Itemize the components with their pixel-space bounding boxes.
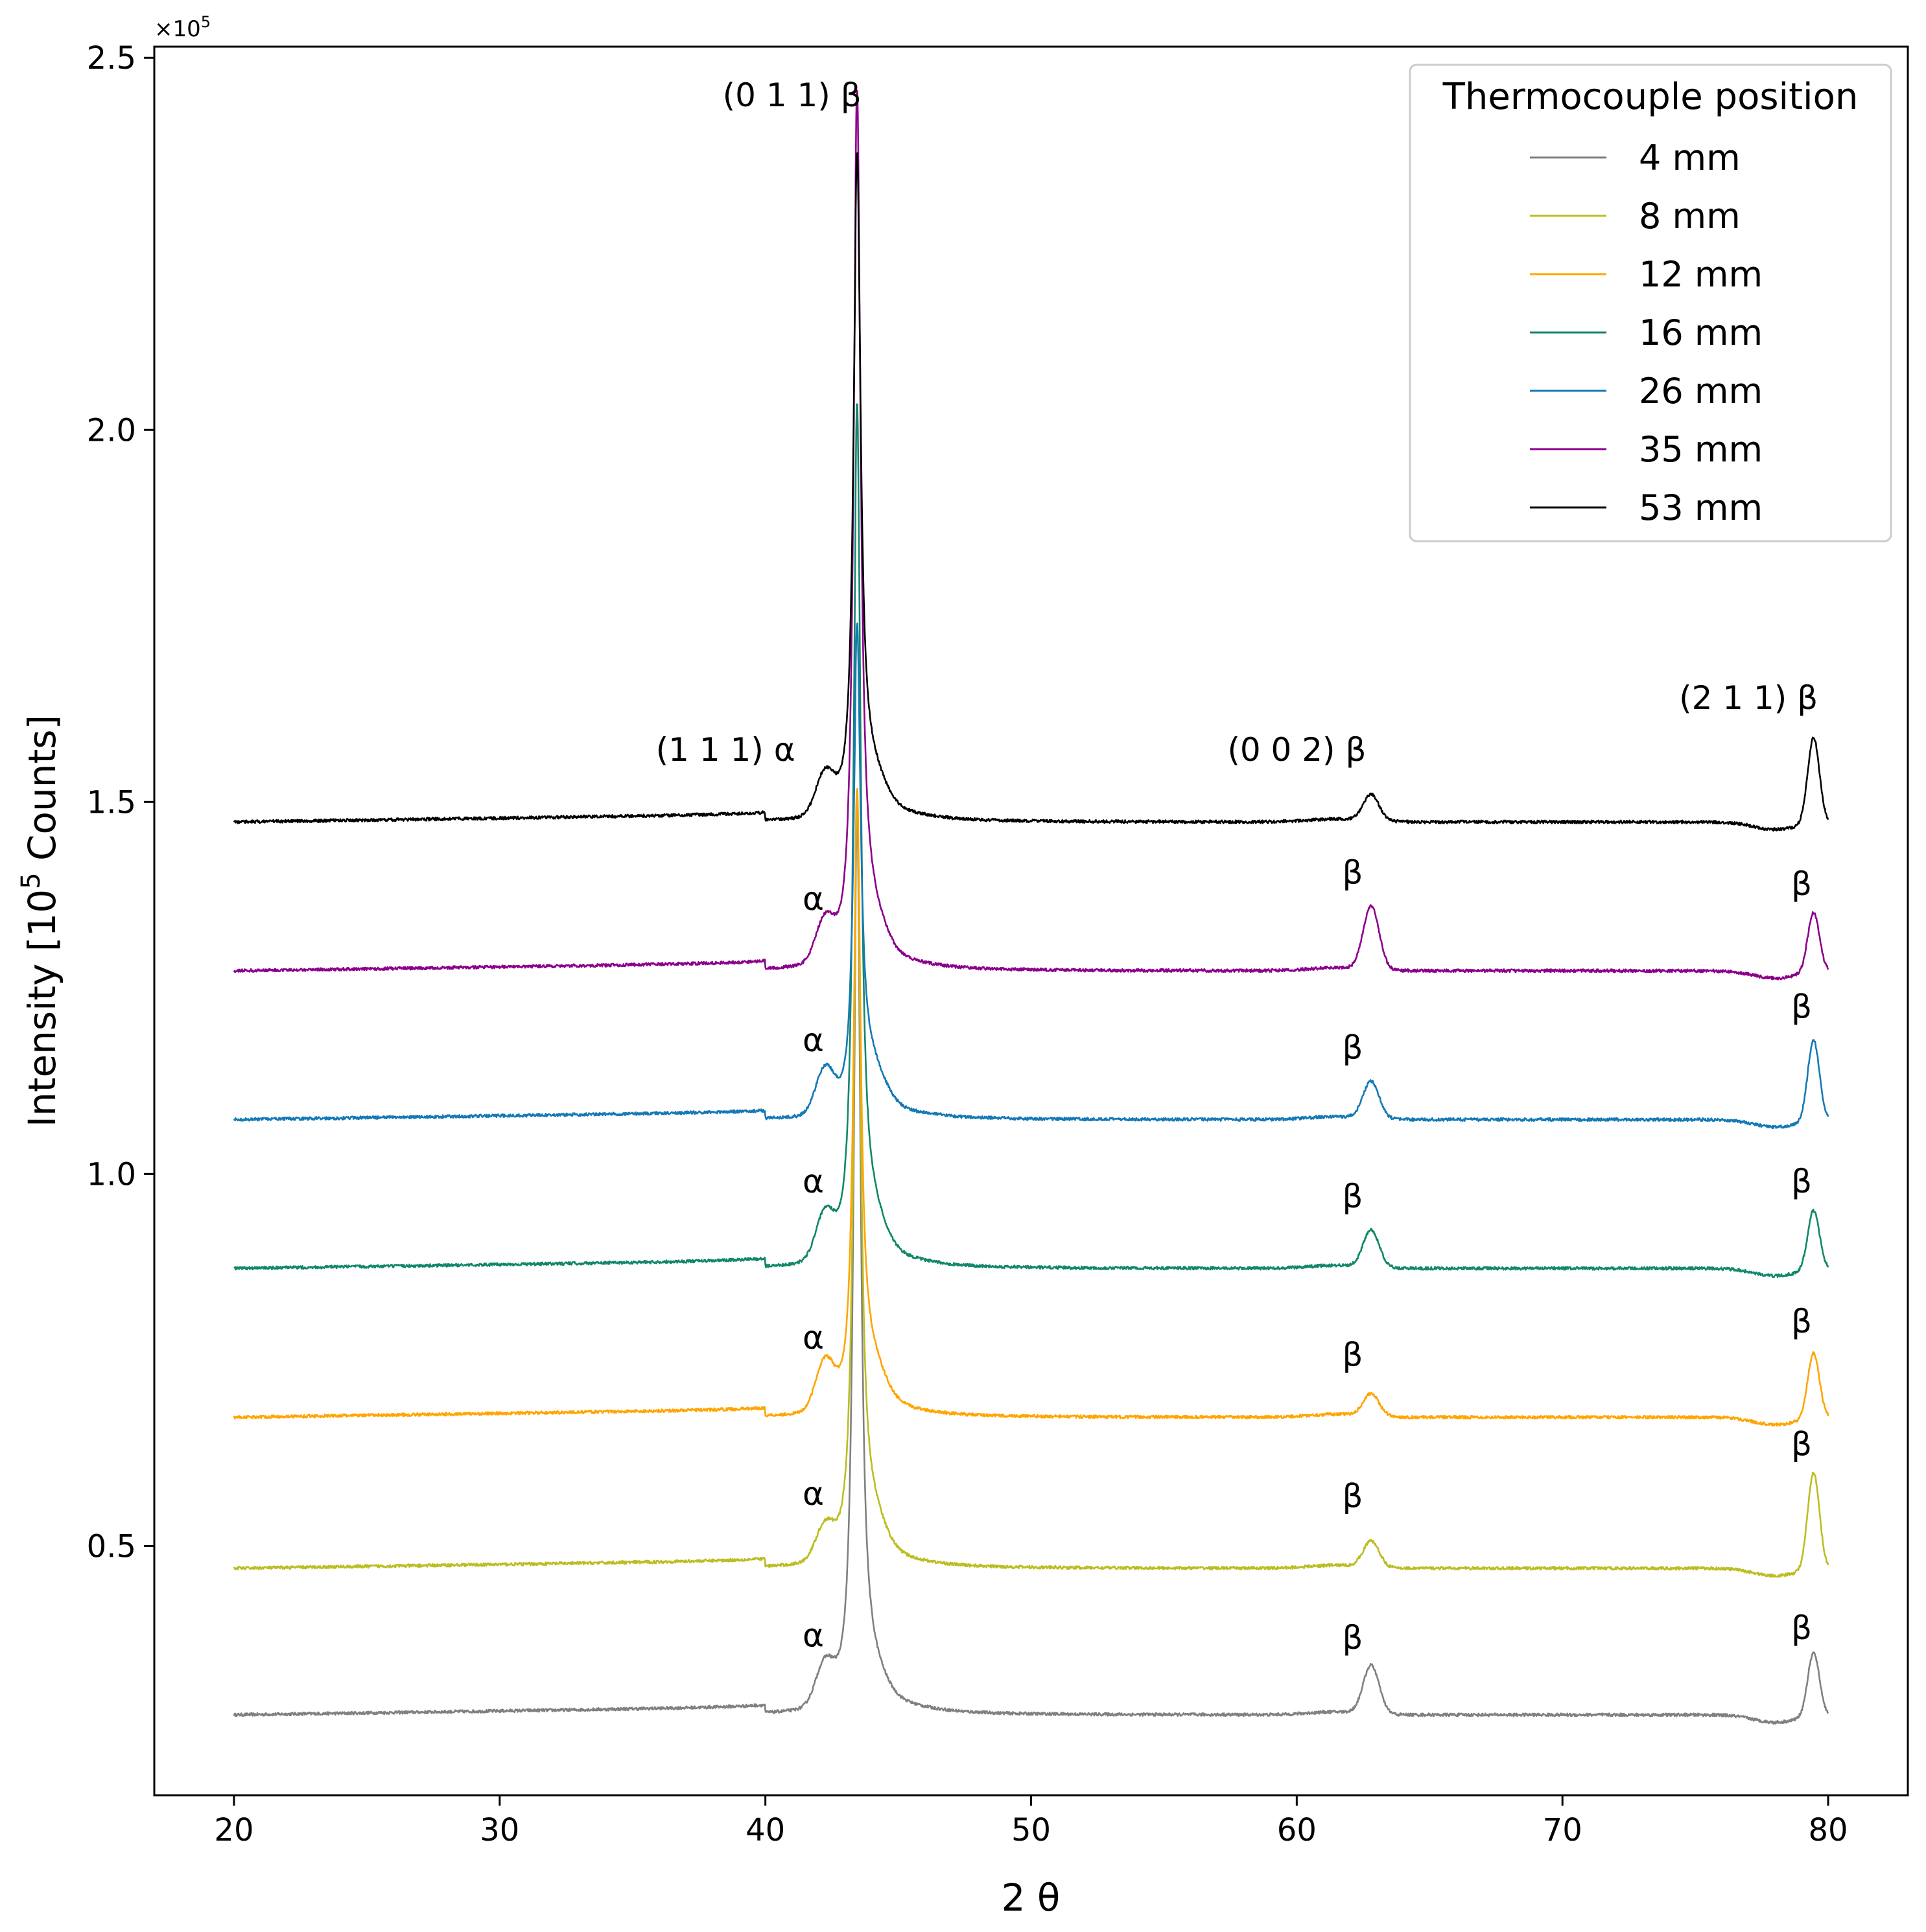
peak-011-label: (0 1 1) β bbox=[723, 76, 862, 114]
legend-title: Thermocouple position bbox=[1442, 76, 1859, 118]
alpha-35: α bbox=[803, 880, 824, 918]
legend-entries: 4 mm 8 mm 12 mm 16 mm 26 mm 35 mm 53 mm bbox=[1530, 137, 1763, 528]
legend: Thermocouple position 4 mm 8 mm 12 mm 16 mm… bbox=[1409, 64, 1892, 542]
y-tick-label: 2.0 bbox=[87, 412, 136, 448]
annotation-layer: (0 1 1) β (1 1 1) α (0 0 2) β (2 1 1) β α β β α… bbox=[656, 76, 1818, 1657]
beta-211-26: β bbox=[1791, 988, 1812, 1025]
legend-label: 8 mm bbox=[1639, 196, 1741, 237]
alpha-26: α bbox=[803, 1021, 824, 1059]
alpha-16: α bbox=[803, 1163, 824, 1200]
beta-211-35: β bbox=[1791, 865, 1812, 903]
beta-002-16: β bbox=[1342, 1178, 1363, 1215]
series-layer bbox=[233, 90, 1829, 1725]
beta-211-16: β bbox=[1791, 1163, 1812, 1200]
legend-label: 12 mm bbox=[1639, 254, 1763, 295]
beta-211-8: β bbox=[1791, 1425, 1812, 1463]
beta-002-35: β bbox=[1342, 854, 1363, 892]
legend-label: 26 mm bbox=[1639, 371, 1763, 412]
beta-002-26: β bbox=[1342, 1029, 1363, 1066]
x-axis: 20 30 40 50 60 70 80 bbox=[214, 1795, 1848, 1848]
series-line-3 bbox=[233, 787, 1829, 1427]
y-tick-label: 2.5 bbox=[87, 40, 136, 76]
series-line-1 bbox=[233, 811, 1829, 1725]
y-tick-label: 1.5 bbox=[87, 784, 136, 821]
beta-002-8: β bbox=[1342, 1478, 1363, 1515]
x-tick-label: 30 bbox=[480, 1812, 519, 1848]
beta-002-4: β bbox=[1342, 1619, 1363, 1657]
series-line-6 bbox=[233, 90, 1829, 981]
peak-111-label: (1 1 1) α bbox=[656, 731, 795, 769]
x-axis-title: 2 θ bbox=[1002, 1876, 1061, 1920]
series-line-5 bbox=[233, 622, 1829, 1129]
offset-label: ×105 bbox=[154, 13, 211, 42]
y-tick-label: 1.0 bbox=[87, 1156, 136, 1193]
beta-211-12: β bbox=[1791, 1303, 1812, 1340]
y-tick-label: 0.5 bbox=[87, 1528, 136, 1565]
legend-label: 16 mm bbox=[1639, 312, 1763, 353]
y-axis-title: Intensity [105 Counts] bbox=[16, 715, 64, 1127]
alpha-12: α bbox=[803, 1319, 824, 1356]
legend-label: 53 mm bbox=[1639, 487, 1763, 528]
legend-box bbox=[1409, 64, 1892, 542]
y-axis: 0.5 1.0 1.5 2.0 2.5 bbox=[87, 40, 154, 1565]
x-tick-label: 80 bbox=[1809, 1812, 1848, 1848]
peak-211-label: (2 1 1) β bbox=[1679, 679, 1818, 717]
series-line-2 bbox=[233, 791, 1829, 1578]
x-tick-label: 20 bbox=[214, 1812, 253, 1848]
alpha-4: α bbox=[803, 1616, 824, 1654]
peak-002-label: (0 0 2) β bbox=[1227, 731, 1366, 769]
x-tick-label: 70 bbox=[1543, 1812, 1582, 1848]
series-line-7 bbox=[233, 152, 1829, 832]
x-tick-label: 40 bbox=[746, 1812, 785, 1848]
legend-label: 35 mm bbox=[1639, 429, 1763, 470]
beta-211-4: β bbox=[1791, 1609, 1812, 1647]
x-tick-label: 60 bbox=[1277, 1812, 1317, 1848]
series-line-4 bbox=[233, 403, 1829, 1279]
alpha-8: α bbox=[803, 1475, 824, 1513]
x-tick-label: 50 bbox=[1011, 1812, 1051, 1848]
legend-label: 4 mm bbox=[1639, 137, 1741, 178]
beta-002-12: β bbox=[1342, 1336, 1363, 1374]
